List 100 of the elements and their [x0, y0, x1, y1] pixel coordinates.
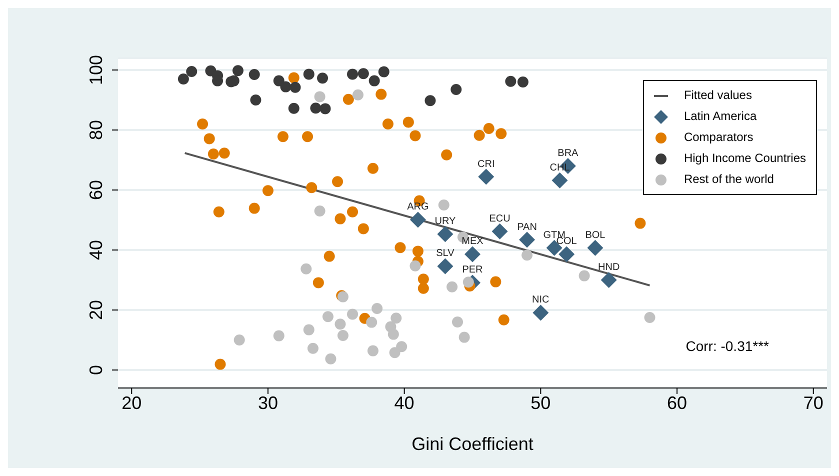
- point: [446, 281, 458, 292]
- legend-label: Latin America: [684, 108, 757, 125]
- point: [325, 353, 336, 364]
- point: [314, 91, 326, 102]
- point: [218, 148, 230, 159]
- y-tick-label: 20: [86, 300, 106, 320]
- point: [490, 276, 502, 288]
- point: [306, 182, 318, 194]
- y-tick-label: 0: [86, 364, 106, 376]
- point: [366, 316, 378, 328]
- x-tick-label: 20: [122, 392, 142, 413]
- point: [332, 176, 344, 188]
- y-tick-label: 100: [86, 54, 106, 86]
- point: [396, 341, 408, 352]
- point: [367, 345, 378, 356]
- annotation: PAN: [517, 222, 537, 233]
- legend-label: High Income Countries: [684, 150, 806, 167]
- annotation: MEX: [462, 236, 484, 248]
- point: [347, 308, 358, 320]
- x-tick-label: 40: [394, 392, 414, 413]
- point: [462, 276, 474, 288]
- point: [324, 250, 335, 262]
- point: [410, 212, 426, 228]
- point: [310, 102, 322, 114]
- point: [519, 232, 536, 248]
- point: [347, 206, 358, 218]
- point: [302, 131, 314, 142]
- legend-label: Comparators: [684, 129, 754, 146]
- point: [441, 149, 452, 160]
- point: [474, 130, 485, 141]
- point: [303, 324, 314, 336]
- point: [314, 206, 326, 216]
- point: [342, 94, 354, 105]
- point: [234, 334, 245, 346]
- annotation: SLV: [436, 248, 455, 260]
- point: [178, 74, 189, 84]
- point: [320, 103, 331, 114]
- annotation: COL: [556, 236, 578, 248]
- point: [280, 81, 292, 92]
- x-tick-label: 60: [667, 392, 688, 413]
- point: [498, 314, 510, 326]
- point: [438, 200, 450, 210]
- point: [412, 246, 424, 257]
- y-tick-label: 80: [86, 120, 106, 140]
- point: [464, 246, 480, 262]
- point: [334, 318, 346, 330]
- point: [558, 246, 575, 262]
- point: [337, 330, 348, 341]
- point: [418, 282, 429, 294]
- point: [372, 303, 383, 314]
- point: [552, 172, 568, 188]
- point: [322, 311, 334, 322]
- annotation: URY: [434, 216, 456, 228]
- point: [496, 128, 507, 140]
- point: [378, 66, 390, 78]
- point: [390, 312, 402, 324]
- point: [418, 274, 429, 285]
- point: [587, 240, 604, 256]
- legend-label: Rest of the world: [684, 171, 774, 188]
- annotation: NIC: [532, 294, 550, 306]
- point: [600, 272, 617, 288]
- point: [450, 84, 462, 95]
- annotation: HND: [598, 262, 620, 273]
- point: [522, 250, 533, 261]
- point: [347, 68, 358, 80]
- point: [358, 223, 369, 234]
- x-tick-label: 70: [803, 392, 824, 413]
- point: [248, 202, 260, 214]
- point: [277, 131, 288, 142]
- annotation: Corr: -0.31***: [686, 338, 769, 354]
- point: [492, 223, 508, 240]
- y-tick-label: 60: [86, 180, 106, 200]
- point: [644, 312, 656, 323]
- point: [352, 89, 364, 100]
- point: [288, 102, 300, 114]
- annotation: BRA: [558, 148, 579, 159]
- annotation: CRI: [478, 158, 495, 170]
- point: [634, 218, 646, 229]
- point: [410, 260, 421, 272]
- point: [517, 76, 528, 88]
- point: [273, 330, 284, 342]
- point: [505, 76, 516, 87]
- point: [388, 328, 399, 340]
- point: [214, 358, 226, 370]
- point: [437, 258, 454, 274]
- point: [452, 316, 463, 328]
- point: [288, 72, 300, 84]
- point: [208, 148, 219, 160]
- point: [197, 118, 208, 130]
- point: [368, 75, 380, 86]
- point: [382, 118, 394, 130]
- legend-label: Fitted values: [684, 87, 752, 104]
- point: [307, 342, 318, 354]
- point: [483, 123, 494, 134]
- point: [232, 65, 244, 76]
- point: [402, 116, 414, 128]
- point: [478, 168, 494, 185]
- point: [303, 68, 314, 80]
- point: [248, 69, 260, 80]
- point: [437, 226, 454, 242]
